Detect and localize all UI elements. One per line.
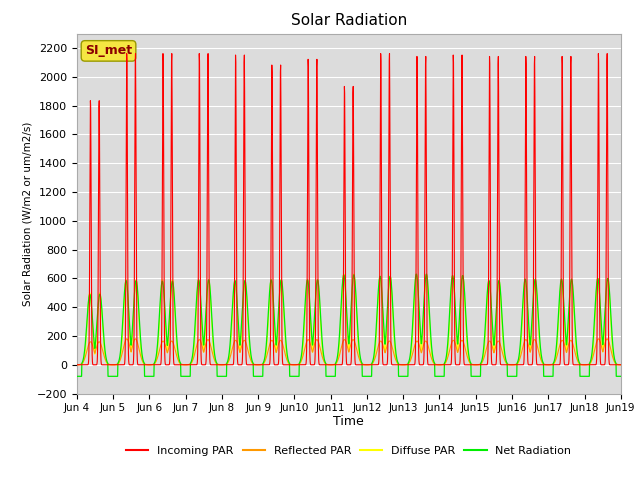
- X-axis label: Time: Time: [333, 415, 364, 428]
- Legend: Incoming PAR, Reflected PAR, Diffuse PAR, Net Radiation: Incoming PAR, Reflected PAR, Diffuse PAR…: [122, 441, 576, 460]
- Y-axis label: Solar Radiation (W/m2 or um/m2/s): Solar Radiation (W/m2 or um/m2/s): [22, 121, 33, 306]
- Text: SI_met: SI_met: [85, 44, 132, 58]
- Title: Solar Radiation: Solar Radiation: [291, 13, 407, 28]
